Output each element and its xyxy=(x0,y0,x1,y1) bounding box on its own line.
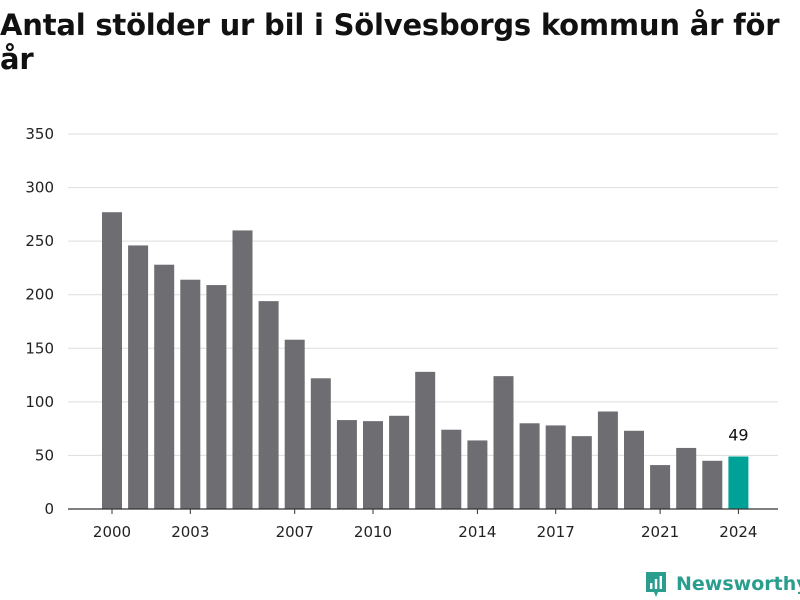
x-tick-label: 2024 xyxy=(719,523,757,541)
bar xyxy=(154,264,175,509)
y-tick-label: 200 xyxy=(25,286,54,304)
bar xyxy=(206,285,227,509)
y-tick-label: 150 xyxy=(25,339,54,357)
bar xyxy=(389,415,410,509)
bar xyxy=(415,371,436,509)
y-tick-label: 350 xyxy=(25,125,54,143)
bar xyxy=(363,421,383,509)
bar xyxy=(545,425,566,509)
data-label: 49 xyxy=(728,426,748,445)
bar xyxy=(493,376,514,509)
bar xyxy=(571,436,592,509)
y-tick-label: 300 xyxy=(25,179,54,197)
y-axis-labels: 0 50 100 150 200 250 300 350 xyxy=(25,125,54,518)
bar xyxy=(728,456,749,509)
x-tick-label: 2021 xyxy=(641,523,679,541)
bar xyxy=(284,339,305,509)
bar xyxy=(624,430,644,509)
x-tick-label: 2000 xyxy=(93,523,131,541)
x-tick-label: 2003 xyxy=(171,523,209,541)
bar xyxy=(258,301,279,509)
y-tick-label: 0 xyxy=(44,500,54,518)
bar xyxy=(128,245,149,509)
bar xyxy=(650,465,671,509)
bar xyxy=(310,378,331,509)
y-tick-label: 100 xyxy=(25,393,54,411)
bar xyxy=(597,411,618,509)
bar xyxy=(232,230,253,509)
x-tick-label: 2014 xyxy=(458,523,496,541)
bar xyxy=(441,429,462,509)
bar xyxy=(102,212,122,509)
bar xyxy=(676,447,697,509)
y-tick-label: 250 xyxy=(25,232,54,250)
bar xyxy=(336,420,357,509)
brand-name: Newsworthy xyxy=(676,573,800,595)
x-tick-label: 2017 xyxy=(537,523,575,541)
brand: Newsworthy xyxy=(644,568,800,600)
newsworthy-logo-icon xyxy=(646,572,666,597)
bar xyxy=(180,279,201,509)
bars: 49 xyxy=(102,212,749,509)
x-axis-labels: 2000 2003 2007 2010 2014 2017 2021 2024 xyxy=(93,509,757,541)
bar xyxy=(467,440,488,509)
bar xyxy=(519,423,540,509)
chart-title: Antal stölder ur bil i Sölvesborgs kommu… xyxy=(0,8,780,76)
bar xyxy=(702,460,723,509)
x-tick-label: 2007 xyxy=(276,523,314,541)
y-tick-label: 50 xyxy=(35,446,54,464)
x-tick-label: 2010 xyxy=(354,523,392,541)
bar-chart: 0 50 100 150 200 250 300 350 49 2000 2003 2007 201… xyxy=(25,125,778,541)
